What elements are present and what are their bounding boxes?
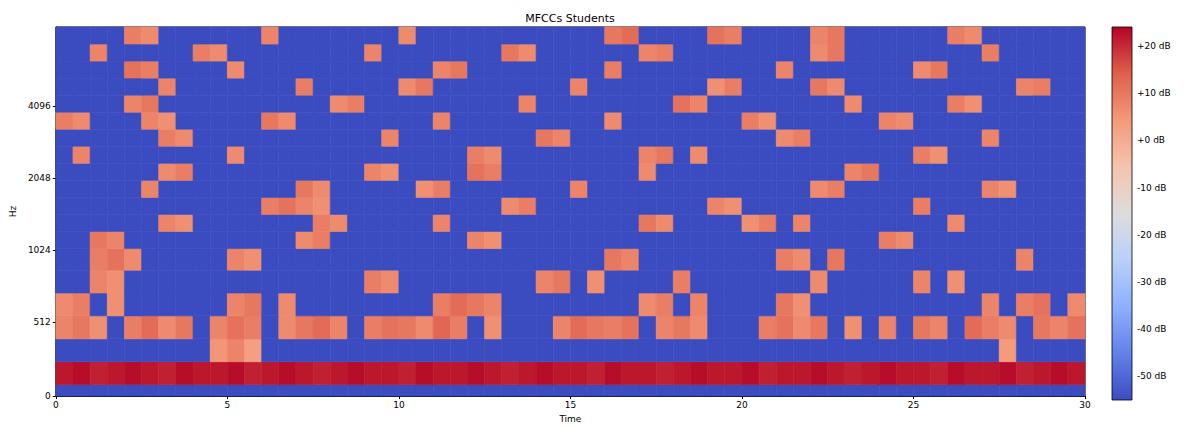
svg-text:512: 512 [34,317,51,327]
svg-text:+0 dB: +0 dB [1137,135,1165,145]
svg-text:-10 dB: -10 dB [1137,183,1166,193]
svg-text:-50 dB: -50 dB [1137,371,1166,381]
svg-text:1024: 1024 [28,245,51,255]
svg-text:Hz: Hz [8,206,18,218]
svg-text:+10 dB: +10 dB [1137,88,1171,98]
svg-text:4096: 4096 [28,101,51,111]
svg-text:15: 15 [565,400,576,410]
svg-text:0: 0 [53,400,59,410]
svg-text:2048: 2048 [28,173,51,183]
svg-text:20: 20 [736,400,748,410]
svg-text:Time: Time [558,414,581,424]
svg-text:10: 10 [393,400,405,410]
svg-text:25: 25 [908,400,919,410]
svg-text:5: 5 [224,400,230,410]
svg-text:+20 dB: +20 dB [1137,41,1171,51]
svg-text:-40 dB: -40 dB [1137,324,1166,334]
svg-text:0: 0 [45,391,51,401]
svg-text:30: 30 [1079,400,1091,410]
svg-text:-30 dB: -30 dB [1137,277,1166,287]
svg-text:MFCCs Students: MFCCs Students [525,12,615,25]
svg-text:-20 dB: -20 dB [1137,230,1166,240]
